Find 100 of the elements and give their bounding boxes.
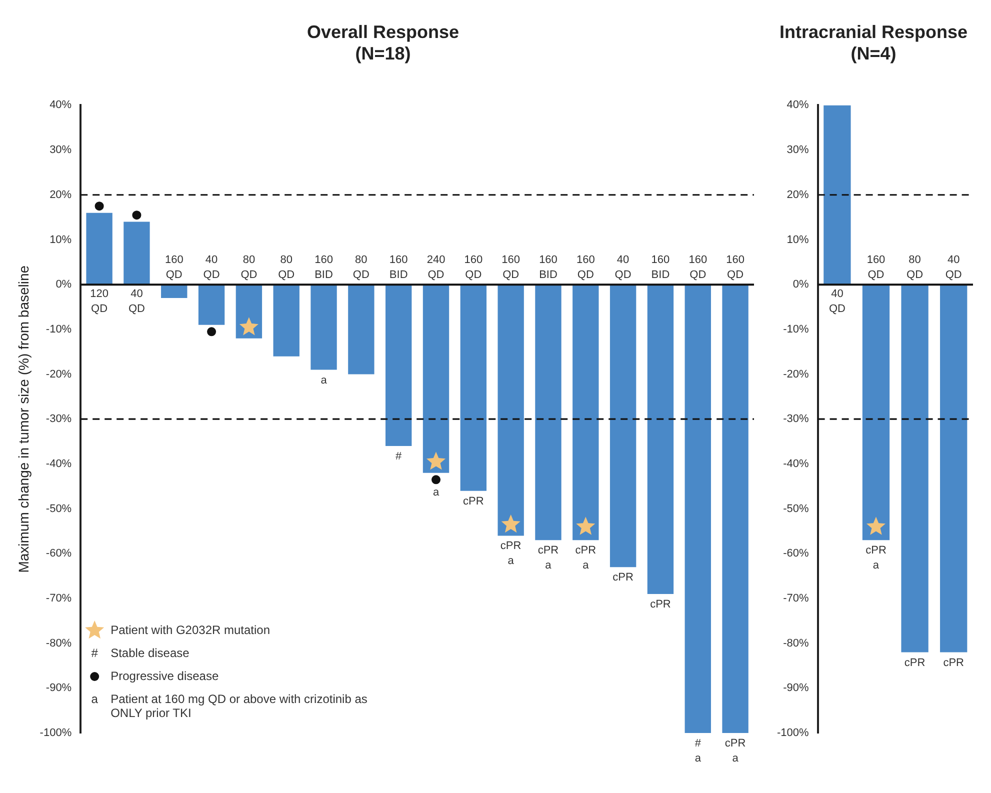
bar (161, 284, 188, 298)
y-tick-label: -100% (40, 727, 72, 740)
x-tick-label: 80 QD (278, 254, 295, 282)
data-label: cPR a (866, 544, 886, 572)
y-tick-label: -80% (46, 637, 72, 650)
x-tick-label: 160 QD (464, 254, 483, 282)
data-label: a (432, 486, 440, 498)
y-tick-label: -50% (783, 502, 810, 515)
x-tick-label: 80 QD (906, 254, 924, 282)
data-label: cPR (463, 495, 484, 508)
x-tick-label: 40 QD (828, 288, 846, 316)
data-label: a (320, 374, 328, 386)
bar (124, 222, 150, 285)
chart-subtitle: (N=18) (355, 43, 411, 64)
x-tick-label: 160 QD (576, 254, 595, 282)
annotation: # Stable disease (91, 646, 190, 660)
data-label: cPR (612, 572, 634, 584)
y-tick-label: -70% (783, 592, 810, 605)
x-tick-label: 80 QD (352, 254, 370, 282)
point (132, 210, 142, 220)
x-tick-label: 160 BID (314, 254, 333, 282)
y-tick-label: -90% (783, 682, 810, 694)
x-tick-label: 160 BID (389, 254, 408, 282)
bar (386, 284, 412, 446)
data-label: cPR (943, 656, 964, 669)
y-tick-label: -60% (783, 548, 810, 560)
y-tick-label: 20% (50, 188, 72, 201)
bar (535, 284, 562, 540)
x-tick-label: 160 QD (688, 254, 708, 282)
x-tick-label: 40 QD (128, 288, 146, 316)
x-tick-label: 40 QD (614, 254, 632, 282)
bar (236, 284, 262, 338)
y-tick-label: -30% (46, 413, 72, 426)
point (432, 475, 441, 484)
bar (498, 284, 524, 536)
x-tick-label: 160 BID (651, 254, 670, 282)
point (94, 202, 104, 211)
data-label: # a (694, 738, 702, 765)
chart-title: Overall Response (306, 22, 460, 42)
x-tick-label: 240 QD (426, 254, 446, 282)
bar (572, 284, 599, 540)
y-tick-label: -40% (783, 458, 810, 470)
bar (610, 284, 636, 568)
y-tick-label: 10% (50, 234, 72, 246)
y-tick-label: 0% (792, 278, 810, 291)
point (207, 327, 216, 336)
y-tick-label: 40% (50, 99, 72, 112)
data-label: cPR a (500, 540, 522, 568)
y-tick-label: -10% (46, 323, 72, 336)
point (239, 317, 258, 336)
y-tick-label: 20% (786, 188, 809, 201)
legend-label: Patient with G2032R mutation (110, 622, 270, 637)
y-tick-label: 10% (786, 234, 809, 246)
bar (198, 284, 225, 325)
y-tick-label: -20% (783, 368, 810, 380)
x-tick-label: 80 QD (240, 254, 258, 282)
data-label: cPR a (575, 544, 596, 572)
x-tick-label: 160 BID (539, 254, 558, 282)
y-tick-label: -70% (46, 592, 72, 605)
bar (460, 284, 487, 491)
point (576, 516, 596, 535)
data-label: # (396, 450, 403, 463)
bar (422, 284, 450, 473)
bar (684, 284, 711, 733)
y-tick-label: 0% (56, 278, 72, 291)
data-label: cPR a (538, 544, 559, 572)
data-label: cPR (904, 656, 926, 669)
x-tick-label: 40 QD (203, 254, 220, 282)
y-tick-label: -20% (46, 368, 72, 380)
bar (348, 284, 374, 374)
x-tick-label: 160 QD (502, 254, 520, 282)
legend-label: Progressive disease (110, 668, 219, 683)
y-tick-label: 30% (50, 144, 72, 156)
y-axis-title: Maximum change in tumor size (%) from baseline (15, 265, 32, 573)
x-tick-label: 160 QD (726, 254, 744, 282)
bar (647, 284, 674, 594)
data-label: cPR a (724, 738, 746, 765)
x-tick-label: 160 QD (866, 254, 886, 282)
y-tick-label: -10% (783, 323, 810, 336)
bar (310, 284, 337, 370)
annotation: a Patient at 160 mg QD or above with crizotinib as ONLY prior TKI (91, 692, 368, 720)
bar (722, 284, 748, 733)
y-tick-label: -40% (46, 458, 72, 470)
point (501, 514, 520, 533)
y-tick-label: -60% (46, 548, 72, 560)
y-tick-label: -50% (46, 502, 72, 515)
y-tick-label: -30% (783, 413, 810, 426)
bar (86, 212, 112, 285)
y-tick-label: -80% (783, 637, 810, 650)
data-label: cPR (650, 598, 671, 611)
x-tick-label: 160 QD (164, 254, 184, 282)
x-tick-label: 120 QD (90, 288, 108, 316)
y-tick-label: 40% (786, 99, 809, 112)
bar (273, 284, 300, 356)
y-tick-label: 30% (786, 144, 809, 156)
y-tick-label: -100% (777, 727, 810, 740)
point (426, 452, 446, 470)
chart-subtitle: (N=4) (850, 43, 896, 64)
chart-title: Intracranial Response (779, 22, 968, 42)
y-tick-label: -90% (46, 682, 72, 694)
